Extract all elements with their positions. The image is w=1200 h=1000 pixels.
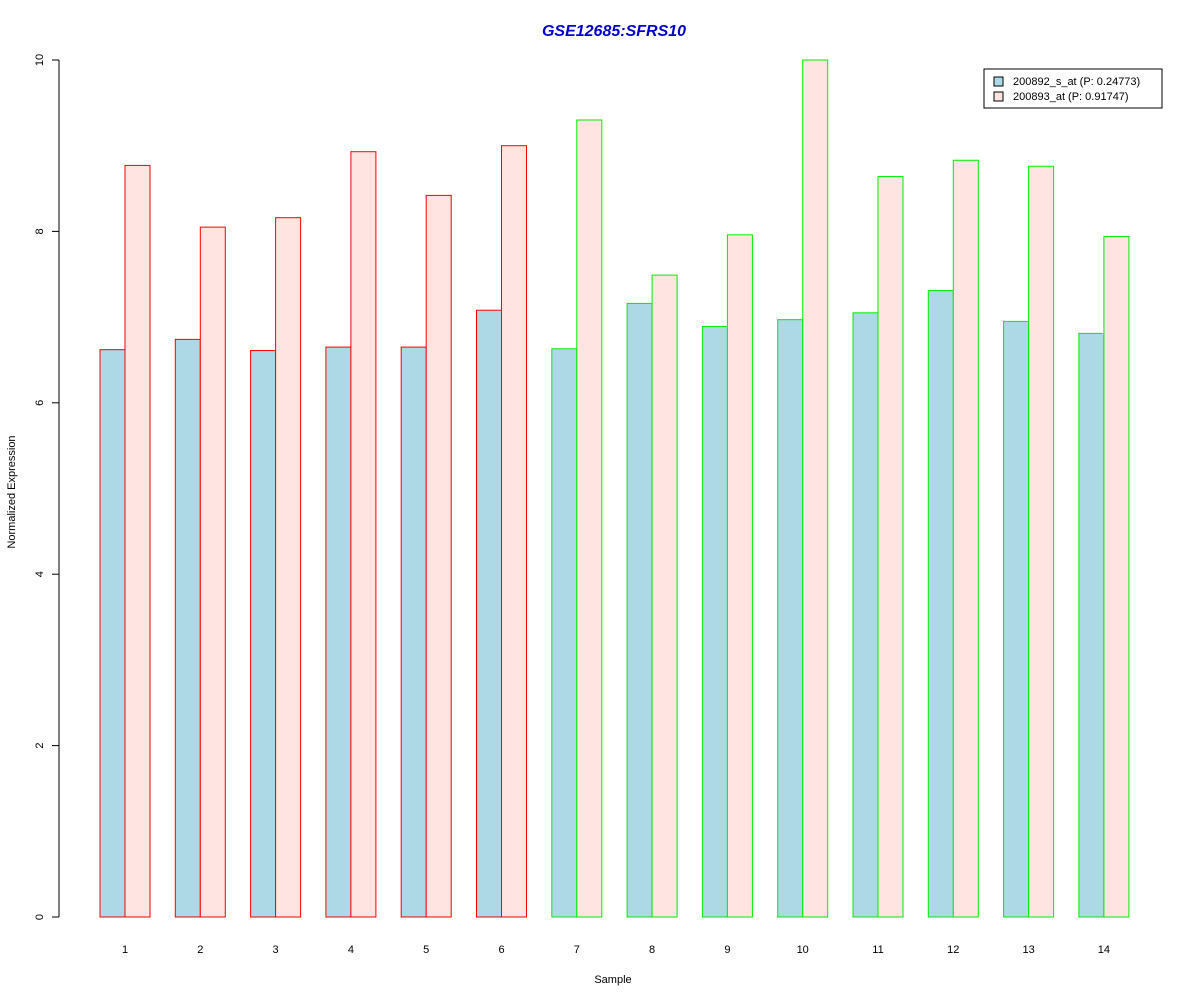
bar-sample-14-series-1 — [1078, 332, 1105, 918]
legend-label: 200892_s_at (P: 0.24773) — [1013, 76, 1140, 88]
legend-swatch — [993, 76, 1004, 87]
bar-sample-9-series-2 — [726, 234, 753, 918]
bar-sample-8-series-2 — [651, 274, 678, 918]
x-tick-label: 6 — [498, 944, 504, 956]
bars-group — [99, 59, 1130, 918]
bar-sample-9-series-1 — [701, 326, 728, 918]
bar-sample-7-series-1 — [551, 348, 578, 918]
bar-sample-11-series-1 — [852, 312, 879, 918]
legend-label: 200893_at (P: 0.91747) — [1013, 91, 1129, 103]
bar-sample-8-series-1 — [626, 302, 653, 918]
x-tick-label: 8 — [649, 944, 655, 956]
bar-sample-11-series-2 — [877, 176, 904, 918]
y-tick-label: 10 — [34, 54, 46, 66]
bar-sample-5-series-2 — [425, 194, 452, 918]
x-tick-label: 13 — [1022, 944, 1034, 956]
bar-sample-7-series-2 — [576, 119, 603, 918]
x-tick-label: 1 — [122, 944, 128, 956]
x-axis-label: Sample — [594, 974, 631, 986]
bar-sample-13-series-2 — [1028, 165, 1055, 918]
y-tick-label: 8 — [34, 228, 46, 234]
x-tick-label: 3 — [273, 944, 279, 956]
bar-sample-4-series-1 — [325, 346, 352, 918]
x-tick-label: 2 — [197, 944, 203, 956]
bar-sample-13-series-1 — [1003, 320, 1030, 918]
bar-sample-14-series-2 — [1103, 236, 1130, 918]
y-tick-label: 2 — [34, 743, 46, 749]
x-tick-label: 10 — [797, 944, 809, 956]
x-tick-label: 11 — [872, 944, 883, 956]
bar-sample-1-series-2 — [124, 164, 151, 918]
y-tick-label: 6 — [34, 400, 46, 406]
bar-sample-10-series-1 — [777, 319, 804, 918]
bar-sample-5-series-1 — [400, 346, 427, 918]
legend-box — [983, 68, 1163, 109]
bar-sample-3-series-1 — [250, 350, 277, 918]
bar-sample-10-series-2 — [802, 59, 829, 918]
y-tick-label: 4 — [34, 571, 46, 577]
x-tick-label: 9 — [724, 944, 730, 956]
x-tick-labels: 1 2 3 4 5 6 7 8 9 10 11 12 13 14 — [122, 944, 1110, 956]
legend-swatch — [993, 91, 1004, 102]
bar-sample-12-series-1 — [927, 290, 954, 918]
bar-sample-2-series-1 — [174, 338, 201, 918]
bar-sample-6-series-1 — [476, 309, 502, 918]
bar-sample-12-series-2 — [952, 159, 979, 918]
x-tick-label: 5 — [423, 944, 429, 956]
x-tick-label: 12 — [947, 944, 959, 956]
bar-sample-6-series-2 — [501, 145, 527, 918]
y-axis: 0 2 4 6 8 10 — [34, 54, 60, 920]
x-tick-label: 14 — [1098, 944, 1110, 956]
bar-sample-3-series-2 — [275, 217, 302, 918]
x-tick-label: 4 — [348, 944, 354, 956]
y-tick-label: 0 — [34, 914, 46, 920]
x-tick-label: 7 — [574, 944, 580, 956]
y-axis-label: Normalized Expression — [6, 435, 18, 548]
bar-sample-2-series-2 — [199, 226, 226, 918]
legend: 200892_s_at (P: 0.24773) 200893_at (P: 0.… — [983, 68, 1163, 109]
chart-title: GSE12685:SFRS10 — [542, 23, 686, 40]
bar-sample-4-series-2 — [350, 151, 377, 918]
bar-sample-1-series-1 — [99, 349, 126, 918]
